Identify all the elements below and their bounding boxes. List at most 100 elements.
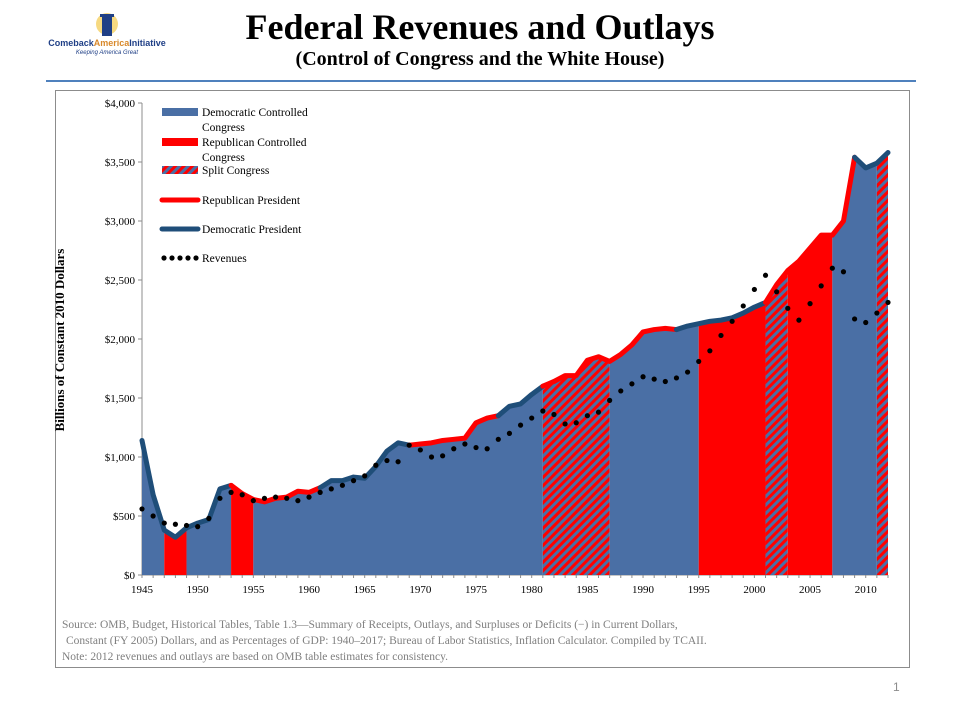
revenue-point-1957 xyxy=(273,494,279,500)
revenue-point-1988 xyxy=(618,388,624,394)
legend-item-line-dem: Democratic President xyxy=(159,224,302,236)
revenue-point-1987 xyxy=(607,397,613,403)
title-divider xyxy=(46,80,916,82)
legend-label: Congress xyxy=(202,152,245,164)
y-tick-label: $1,500 xyxy=(105,393,136,405)
logo-tagline: Keeping America Great xyxy=(75,50,139,56)
revenue-point-1962 xyxy=(328,486,334,492)
legend-label: Split Congress xyxy=(202,165,270,177)
source-line-2: Constant (FY 2005) Dollars, and as Perce… xyxy=(66,635,707,647)
y-tick-label: $500 xyxy=(113,511,136,523)
revenue-point-1982 xyxy=(551,411,557,418)
president-line-democratic-1993 xyxy=(673,299,769,333)
revenue-point-1968 xyxy=(395,459,401,465)
x-tick-label: 2010 xyxy=(855,584,878,596)
revenue-point-1950 xyxy=(195,524,201,530)
revenue-point-1958 xyxy=(284,495,290,501)
y-tick-label: $2,000 xyxy=(105,334,136,346)
revenue-point-2009 xyxy=(851,316,858,322)
chart-frame xyxy=(55,90,910,668)
legend-label: Revenues xyxy=(202,253,247,265)
legend-dot xyxy=(177,255,183,261)
revenue-point-1984 xyxy=(573,420,579,426)
revenue-point-1976 xyxy=(484,446,490,452)
revenue-point-1947 xyxy=(161,520,167,526)
congress-area-split-2001 xyxy=(765,270,788,575)
revenue-point-1990 xyxy=(640,374,646,380)
x-tick-label: 1985 xyxy=(576,584,599,596)
revenue-point-1945 xyxy=(139,506,145,512)
x-tick-label: 1980 xyxy=(521,584,544,596)
revenue-point-1981 xyxy=(540,408,546,414)
revenue-point-1946 xyxy=(150,513,156,519)
congress-area-split-1981 xyxy=(542,356,610,575)
page-number: 1 xyxy=(893,680,900,694)
congress-area-republican-1995 xyxy=(698,302,766,575)
congress-area-democratic-1987 xyxy=(609,323,699,575)
source-line-1: Source: OMB, Budget, Historical Tables, … xyxy=(62,619,678,631)
revenue-point-1999 xyxy=(740,303,746,309)
legend-label: Congress xyxy=(202,122,245,134)
president-line-democratic-2009 xyxy=(852,150,891,171)
revenue-point-1977 xyxy=(495,436,501,442)
revenue-point-2001 xyxy=(762,272,769,278)
x-tick-label: 2005 xyxy=(799,584,822,596)
y-tick-label: $2,500 xyxy=(105,275,136,287)
revenue-point-1964 xyxy=(350,478,357,484)
y-tick-label: $0 xyxy=(124,570,136,582)
revenue-point-1963 xyxy=(339,482,346,488)
revenue-point-1966 xyxy=(373,462,379,468)
x-tick-label: 1975 xyxy=(465,584,488,596)
revenue-point-1948 xyxy=(172,521,179,527)
revenue-point-1956 xyxy=(261,495,268,501)
revenue-point-1960 xyxy=(306,494,312,500)
legend-item-dots: Revenues xyxy=(161,253,247,265)
revenue-point-2012 xyxy=(885,299,891,306)
congress-area-democratic-1949 xyxy=(186,485,232,575)
revenue-point-1995 xyxy=(696,358,702,365)
congress-area-democratic-2007 xyxy=(832,157,877,575)
x-tick-label: 2000 xyxy=(743,584,766,596)
revenue-point-1967 xyxy=(384,457,390,464)
congress-area-republican-1947 xyxy=(164,527,187,575)
revenue-point-1954 xyxy=(239,492,245,498)
legend-label: Republican Controlled xyxy=(202,137,307,149)
y-axis-label: Billions of Constant 2010 Dollars xyxy=(52,248,67,432)
y-tick-label: $3,000 xyxy=(105,216,136,228)
revenue-point-1975 xyxy=(473,444,479,451)
revenue-point-1991 xyxy=(651,376,657,382)
x-tick-label: 1970 xyxy=(409,584,432,596)
revenue-point-1983 xyxy=(562,421,568,427)
legend-dot xyxy=(169,255,175,261)
revenue-point-2005 xyxy=(807,301,813,307)
logo-name: ComebackAmericaInitiative xyxy=(48,38,166,48)
legend-swatch xyxy=(162,108,198,116)
revenue-point-2007 xyxy=(829,265,835,271)
legend-dot xyxy=(193,255,199,261)
congress-area-republican-2003 xyxy=(787,235,833,575)
revenue-point-1974 xyxy=(462,441,468,447)
revenue-point-1955 xyxy=(250,498,256,504)
y-tick-label: $1,000 xyxy=(105,452,136,464)
revenue-point-1970 xyxy=(417,447,423,453)
revenue-point-1959 xyxy=(295,498,301,504)
lighthouse-icon xyxy=(96,13,118,36)
president-line-democratic-1977 xyxy=(495,383,546,419)
source-line-3: Note: 2012 revenues and outlays are base… xyxy=(62,651,448,663)
revenue-point-2000 xyxy=(751,286,757,293)
x-tick-label: 1945 xyxy=(131,584,154,596)
x-tick-label: 1965 xyxy=(354,584,377,596)
legend-dot xyxy=(185,255,191,261)
revenue-point-2002 xyxy=(774,289,780,295)
revenue-point-1980 xyxy=(529,415,535,421)
legend-item-area-split: Split Congress xyxy=(162,165,270,177)
revenue-point-2008 xyxy=(840,269,847,275)
x-tick-label: 1955 xyxy=(242,584,265,596)
revenue-point-1986 xyxy=(595,409,602,415)
president-line-republican-1981 xyxy=(540,325,679,389)
legend-label: Republican President xyxy=(202,195,301,207)
y-tick-label: $3,500 xyxy=(105,157,136,169)
x-tick-label: 1990 xyxy=(632,584,655,596)
revenue-point-1985 xyxy=(584,413,590,419)
